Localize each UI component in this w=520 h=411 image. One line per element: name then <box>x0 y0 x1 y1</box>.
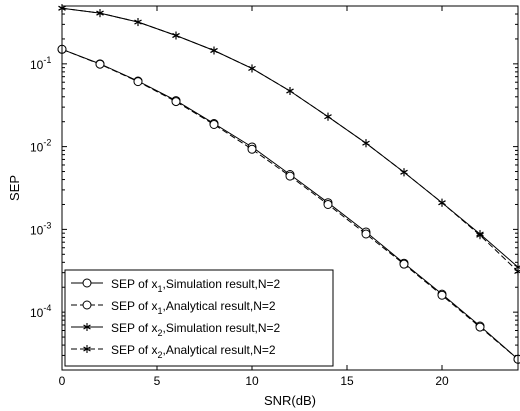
legend-marker <box>83 345 91 353</box>
data-point-s2-8 <box>361 229 371 239</box>
legend-entry-4: SEP of x2,Analytical result,N=2 <box>71 343 276 360</box>
data-point-s4-10 <box>438 198 446 207</box>
data-point-s2-3 <box>171 97 181 107</box>
legend: SEP of x1,Simulation result,N=2 SEP of x1… <box>64 269 334 367</box>
x-tick-label: 15 <box>340 374 354 388</box>
y-tick-label: 10-2 <box>30 138 51 155</box>
x-tick-label: 10 <box>245 374 259 388</box>
x-tick-label: 20 <box>435 374 449 388</box>
series-line-3 <box>61 7 519 268</box>
legend-marker <box>82 300 92 310</box>
legend-entry-2: SEP of x1,Analytical result,N=2 <box>71 299 276 316</box>
y-axis-label: SEP <box>7 175 22 201</box>
legend-box <box>64 269 334 367</box>
data-point-s2-4 <box>209 120 219 130</box>
data-point-s4-1 <box>96 9 104 18</box>
y-tick-label: 10-3 <box>30 220 51 237</box>
series-line-4 <box>61 7 519 272</box>
data-point-s2-7 <box>323 199 333 209</box>
data-point-s4-5 <box>248 64 256 73</box>
data-point-s2-11 <box>475 322 485 332</box>
data-point-s2-2 <box>133 77 143 87</box>
data-point-s4-9 <box>400 168 408 177</box>
data-point-s2-10 <box>437 290 447 300</box>
legend-marker <box>82 278 92 288</box>
plot-frame <box>61 5 519 371</box>
legend-label: SEP of x2,Simulation result,N=2 <box>111 321 281 338</box>
data-point-s4-6 <box>286 86 294 95</box>
legend-label: SEP of x1,Simulation result,N=2 <box>111 277 281 294</box>
data-point-s4-8 <box>362 139 370 148</box>
data-point-s2-6 <box>285 171 295 181</box>
data-point-s2-9 <box>399 259 409 269</box>
x-tick-label: 5 <box>154 374 161 388</box>
data-point-s4-2 <box>134 18 142 27</box>
legend-entry-1: SEP of x1,Simulation result,N=2 <box>71 277 281 294</box>
legend-label: SEP of x1,Analytical result,N=2 <box>111 299 276 316</box>
legend-entry-3: SEP of x2,Simulation result,N=2 <box>71 321 281 338</box>
x-tick-label: 0 <box>59 374 66 388</box>
data-point-s4-3 <box>172 31 180 40</box>
x-axis-ticks: 0 5 10 15 20 <box>59 6 449 388</box>
data-point-s2-12 <box>513 354 520 364</box>
y-tick-label: 10-4 <box>30 303 51 320</box>
y-tick-label: 10-1 <box>30 55 51 72</box>
data-point-s4-4 <box>210 46 218 55</box>
data-point-s4-7 <box>324 112 332 121</box>
legend-label: SEP of x2,Analytical result,N=2 <box>111 343 276 360</box>
data-point-s4-11 <box>476 231 484 240</box>
data-point-s2-5 <box>247 144 257 154</box>
data-point-s2-1 <box>95 59 105 69</box>
legend-marker <box>83 323 91 331</box>
x-axis-label: SNR(dB) <box>264 393 316 408</box>
